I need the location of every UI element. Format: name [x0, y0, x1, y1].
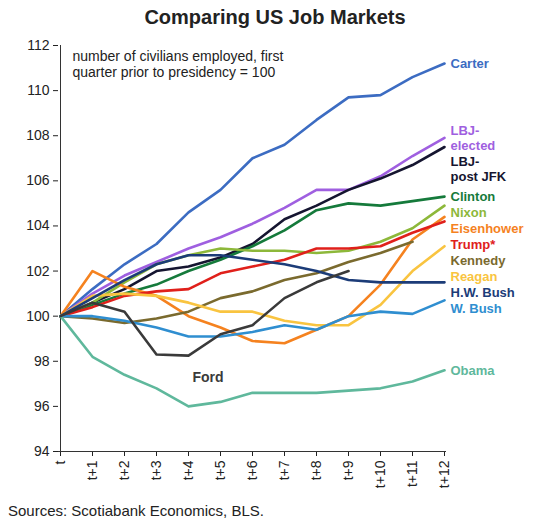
svg-text:104: 104 [26, 217, 50, 233]
svg-text:t+10: t+10 [372, 460, 388, 488]
html-text:Sources: Scotiabank Economics,: Sources: Scotiabank Economics, BLS. [8, 502, 264, 519]
svg-text:98: 98 [34, 353, 50, 369]
svg-text:t: t [52, 460, 68, 464]
svg-text:t+8: t+8 [308, 460, 324, 480]
svg-text:Carter: Carter [451, 56, 489, 71]
svg-text:96: 96 [34, 398, 50, 414]
svg-text:108: 108 [26, 127, 50, 143]
svg-text:t+9: t+9 [340, 460, 356, 480]
svg-text:t+7: t+7 [276, 460, 292, 480]
svg-text:t+2: t+2 [116, 460, 132, 480]
svg-text:t+11: t+11 [404, 460, 420, 487]
svg-text:110: 110 [27, 82, 50, 98]
html-text:Comparing US Job Markets: Comparing US Job Markets [144, 6, 406, 28]
svg-text:Eisenhower: Eisenhower [451, 221, 524, 236]
svg-text:Clinton: Clinton [451, 189, 496, 204]
svg-text:Kennedy: Kennedy [451, 253, 507, 268]
svg-text:Trump*: Trump* [451, 237, 497, 252]
svg-text:t+1: t+1 [84, 460, 100, 480]
svg-text:t+5: t+5 [212, 460, 228, 480]
svg-text:Ford: Ford [193, 369, 224, 385]
svg-text:94: 94 [34, 443, 50, 459]
svg-text:t+4: t+4 [180, 460, 196, 480]
svg-text:100: 100 [26, 308, 50, 324]
svg-text:W. Bush: W. Bush [451, 301, 502, 316]
svg-text:Reagan: Reagan [451, 269, 498, 284]
svg-text:102: 102 [26, 263, 50, 279]
svg-text:106: 106 [26, 172, 50, 188]
svg-text:Obama: Obama [451, 363, 496, 378]
svg-text:LBJ-post JFK: LBJ-post JFK [451, 154, 507, 184]
svg-text:t+12: t+12 [436, 460, 452, 488]
svg-text:Nixon: Nixon [451, 205, 487, 220]
svg-text:112: 112 [27, 37, 50, 53]
svg-text:H.W. Bush: H.W. Bush [451, 285, 515, 300]
svg-text:number of civilians employed,: number of civilians employed, firstquart… [73, 48, 284, 80]
svg-text:t+3: t+3 [148, 460, 164, 480]
svg-text:t+6: t+6 [244, 460, 260, 480]
svg-text:LBJ-elected: LBJ-elected [451, 123, 496, 153]
